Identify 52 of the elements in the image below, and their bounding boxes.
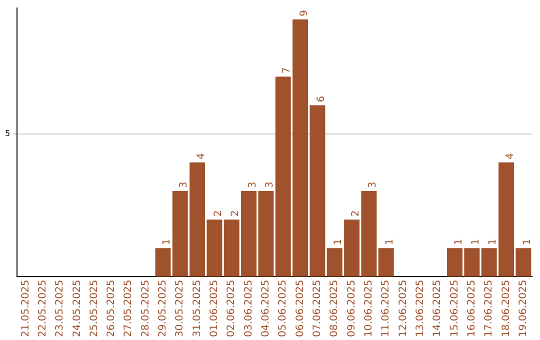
x-tick-label: 28.05.2025 bbox=[140, 280, 152, 338]
x-tick-label: 30.05.2025 bbox=[174, 280, 186, 338]
x-tick-label: 19.06.2025 bbox=[518, 280, 530, 338]
data-label: 4 bbox=[196, 153, 207, 160]
data-label: 3 bbox=[264, 182, 276, 188]
data-label: 1 bbox=[522, 238, 534, 246]
x-tick-label: 12.06.2025 bbox=[398, 280, 409, 338]
data-label: 6 bbox=[316, 96, 328, 102]
x-tick-label: 24.05.2025 bbox=[72, 280, 83, 338]
x-tick-label: 01.06.2025 bbox=[209, 280, 220, 338]
data-label: 1 bbox=[470, 238, 482, 246]
bar bbox=[155, 248, 171, 277]
x-tick-label: 04.06.2025 bbox=[260, 280, 272, 338]
data-label: 1 bbox=[333, 238, 344, 246]
data-label: 7 bbox=[282, 67, 293, 74]
data-label: 4 bbox=[504, 153, 516, 160]
data-label: 2 bbox=[213, 210, 224, 217]
bar bbox=[378, 248, 394, 277]
data-label: 9 bbox=[298, 10, 310, 16]
x-tick-label: 29.05.2025 bbox=[158, 280, 169, 338]
x-tick-label: 13.06.2025 bbox=[415, 280, 426, 338]
x-tick-label: 23.05.2025 bbox=[54, 280, 66, 338]
x-tick-label: 06.06.2025 bbox=[294, 280, 306, 338]
x-tick-label: 05.06.2025 bbox=[278, 280, 289, 338]
data-label: 1 bbox=[384, 238, 396, 246]
x-tick-label: 18.06.2025 bbox=[500, 280, 512, 338]
x-tick-label: 14.06.2025 bbox=[432, 280, 444, 338]
x-tick-label: 21.05.2025 bbox=[20, 280, 32, 338]
x-tick-label: 25.05.2025 bbox=[88, 280, 100, 338]
x-tick-label: 03.06.2025 bbox=[243, 280, 254, 338]
x-tick-label: 26.05.2025 bbox=[106, 280, 118, 338]
x-tick-label: 11.06.2025 bbox=[380, 280, 392, 338]
data-label: 1 bbox=[453, 238, 464, 246]
data-label: 3 bbox=[247, 182, 258, 188]
x-tick-label: 15.06.2025 bbox=[449, 280, 460, 338]
data-label: 2 bbox=[230, 210, 242, 217]
data-label: 1 bbox=[488, 238, 499, 246]
x-tick-label: 27.05.2025 bbox=[123, 280, 134, 338]
x-tick-label: 10.06.2025 bbox=[364, 280, 375, 338]
x-tick-label: 07.06.2025 bbox=[312, 280, 324, 338]
x-tick-label: 02.06.2025 bbox=[226, 280, 238, 338]
data-label: 1 bbox=[162, 238, 173, 246]
x-tick-label: 31.05.2025 bbox=[192, 280, 203, 338]
y-tick-label: 5 bbox=[4, 128, 10, 138]
x-tick-label: 16.06.2025 bbox=[466, 280, 478, 338]
x-tick-label: 22.05.2025 bbox=[37, 280, 48, 338]
data-label: 3 bbox=[368, 182, 379, 188]
x-tick-label: 17.06.2025 bbox=[484, 280, 495, 338]
x-tick-label: 09.06.2025 bbox=[346, 280, 358, 338]
data-label: 3 bbox=[178, 182, 190, 188]
data-label: 2 bbox=[350, 210, 362, 217]
x-tick-label: 08.06.2025 bbox=[329, 280, 340, 338]
